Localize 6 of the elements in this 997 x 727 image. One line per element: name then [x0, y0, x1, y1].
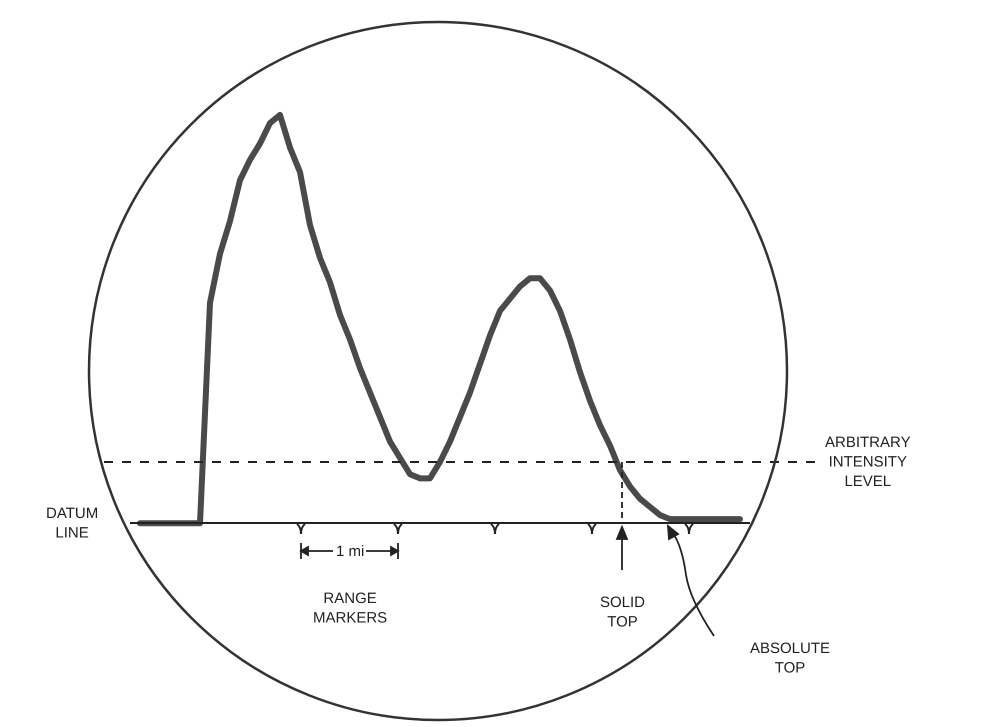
text: SOLID TOP: [600, 594, 646, 630]
ref-line-label: ARBITRARY INTENSITY LEVEL: [825, 434, 911, 490]
text: ABSOLUTE TOP: [750, 640, 830, 676]
text: 1 mi: [336, 543, 364, 560]
text: DATUM LINE: [46, 505, 98, 542]
text: RANGE MARKERS: [313, 590, 388, 626]
